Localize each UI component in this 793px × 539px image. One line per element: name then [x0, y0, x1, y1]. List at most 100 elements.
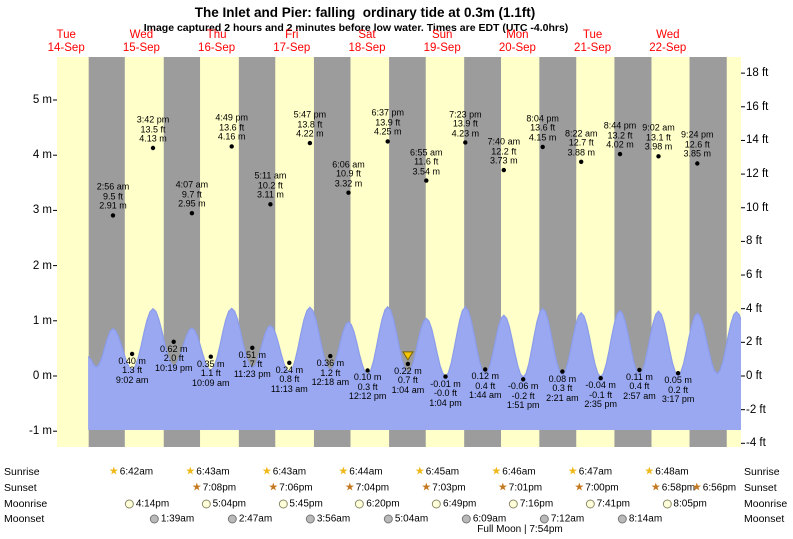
current-time-marker-icon — [402, 351, 414, 361]
high-tide-annotation: 5:47 pm 13.8 ft 4.22 m — [293, 109, 327, 139]
low-tide-annotation: 0.12 m 0.4 ft 1:44 am — [468, 371, 502, 401]
moonset-entry: 6:09am — [461, 513, 507, 525]
sunrise-star-icon: ★ — [414, 465, 425, 478]
astro-row-label-left: Sunset — [4, 482, 37, 494]
tide-extreme-dot — [540, 144, 545, 150]
sunset-star-icon: ★ — [691, 481, 702, 494]
low-tide-annotation: -0.01 m -0.0 ft 1:04 pm — [429, 378, 462, 408]
tide-extreme-dot — [268, 202, 273, 207]
sunrise-entry: ★ 6:47am — [567, 465, 613, 478]
feet-axis-label: -2 ft — [746, 403, 766, 416]
low-tide-annotation: -0.06 m -0.2 ft 1:51 pm — [506, 381, 540, 411]
tide-extreme-dot — [637, 367, 642, 373]
moonset-entry: 1:39am — [149, 513, 195, 525]
sunset-entry: ★ 7:06pm — [268, 482, 313, 494]
feet-axis-label: 0 ft — [746, 370, 762, 382]
meter-axis-label: 2 m — [32, 259, 52, 272]
day-label: Sun 19-Sep — [423, 29, 461, 54]
low-tide-annotation: 0.62 m 2.0 ft 10:19 pm — [154, 343, 193, 373]
meter-axis-label: 3 m — [32, 204, 52, 217]
astro-row-label-left: Sunrise — [4, 466, 40, 478]
tide-extreme-dot — [229, 144, 234, 149]
moonset-time: 1:39am — [160, 513, 195, 525]
sunrise-entry: ★ 6:46am — [491, 466, 535, 478]
moonrise-icon — [201, 499, 211, 509]
low-tide-annotation: 0.35 m 1.1 ft 10:09 am — [192, 358, 230, 388]
tide-extreme-dot — [189, 211, 195, 216]
tide-extreme-dot — [617, 151, 623, 157]
feet-axis-label: 8 ft — [746, 235, 762, 248]
sunrise-time: 6:44am — [349, 466, 383, 478]
high-tide-annotation: 9:02 am 13.1 ft 3.98 m — [642, 122, 675, 152]
low-tide-annotation: 0.36 m 1.2 ft 12:18 am — [311, 358, 350, 388]
sunset-entry: ★ 7:01pm — [497, 481, 542, 494]
page-title: The Inlet and Pier: falling ordinary tid… — [194, 5, 536, 20]
sunrise-time: 6:43am — [272, 466, 307, 478]
tide-extreme-dot — [110, 213, 116, 218]
tide-extreme-dot — [208, 354, 213, 359]
sunset-time: 7:00pm — [585, 482, 619, 494]
high-tide-annotation: 4:07 am 9.7 ft 2.95 m — [175, 179, 209, 209]
tide-extreme-dot — [598, 376, 603, 381]
astro-row-label-right: Moonset — [744, 513, 785, 525]
day-label: Tue 21-Sep — [574, 29, 612, 54]
high-tide-annotation: 8:04 pm 13.6 ft 4.15 m — [526, 113, 559, 143]
meter-axis-label: 1 m — [32, 314, 52, 327]
high-tide-annotation: 7:23 pm 13.9 ft 4.23 m — [449, 109, 482, 138]
tide-extreme-dot — [328, 353, 333, 359]
low-tide-annotation: 0.08 m 0.3 ft 2:21 am — [546, 373, 579, 403]
high-tide-annotation: 7:40 am 12.2 ft 3.73 m — [487, 136, 521, 166]
low-tide-annotation: 0.05 m 0.2 ft 3:17 pm — [661, 375, 695, 405]
tide-extreme-dot — [250, 345, 255, 350]
moonrise-entry: 5:04pm — [201, 498, 246, 510]
tide-extreme-dot — [695, 161, 700, 166]
moonset-entry: 8:14am — [617, 514, 662, 525]
moonrise-time: 6:49pm — [443, 498, 477, 510]
moonrise-time: 5:04pm — [212, 498, 246, 510]
high-tide-annotation: 6:55 am 11.6 ft 3.54 m — [410, 147, 443, 177]
sunrise-time: 6:47am — [578, 466, 613, 478]
moonset-entry: 7:12am — [539, 513, 585, 525]
moonrise-entry: 7:16pm — [508, 499, 553, 510]
moonset-entry: 3:56am — [305, 514, 350, 525]
moonset-entry: 5:04am — [383, 514, 428, 525]
sunset-star-icon: ★ — [497, 481, 508, 494]
low-tide-annotation: 0.10 m 0.3 ft 12:12 pm — [348, 372, 387, 402]
sunrise-time: 6:48am — [655, 466, 689, 478]
tide-extreme-dot — [483, 367, 488, 372]
day-label: Wed 22-Sep — [649, 29, 687, 54]
sunset-time: 7:04pm — [355, 482, 390, 494]
moonset-icon — [227, 514, 237, 524]
sunset-time: 7:06pm — [279, 482, 313, 494]
moonset-time: 6:09am — [472, 513, 507, 525]
high-tide-annotation: 6:37 pm 13.9 ft 4.25 m — [371, 107, 404, 137]
sunset-time: 6:56pm — [702, 482, 737, 494]
astro-row-label-left: Moonrise — [4, 498, 48, 510]
tide-extreme-dot — [521, 377, 526, 382]
moonrise-icon — [662, 499, 672, 509]
moon-phase-footer: Full Moon | 7:54pm — [477, 524, 563, 535]
sunrise-star-icon: ★ — [108, 465, 119, 478]
sunset-star-icon: ★ — [574, 481, 585, 494]
sunrise-time: 6:42am — [119, 466, 154, 478]
astro-row-label-right: Moonrise — [744, 498, 788, 510]
astro-row-label-right: Sunrise — [744, 466, 780, 478]
moonset-icon — [461, 514, 471, 524]
sunrise-entry: ★ 6:42am — [108, 465, 154, 478]
moonrise-time: 6:20pm — [366, 498, 400, 510]
tide-extreme-dot — [307, 140, 313, 146]
sunrise-entry: ★ 6:44am — [338, 466, 383, 478]
tide-extreme-points — [110, 139, 700, 382]
high-tide-annotation: 8:22 am 12.7 ft 3.88 m — [564, 128, 598, 158]
sunrise-time: 6:43am — [196, 466, 230, 478]
tide-extreme-dot — [129, 351, 135, 357]
tide-extreme-dot — [443, 374, 448, 379]
feet-axis-label: 16 ft — [746, 100, 769, 113]
page-subtitle: Image captured 2 hours and 2 minutes bef… — [143, 22, 569, 34]
moonset-time: 7:12am — [550, 513, 585, 525]
day-label: Fri 17-Sep — [273, 29, 311, 54]
day-label: Thu 16-Sep — [198, 29, 236, 54]
sunset-entry: ★ 6:56pm — [691, 481, 737, 494]
day-label: Mon 20-Sep — [498, 29, 536, 54]
sunrise-star-icon: ★ — [567, 465, 578, 478]
